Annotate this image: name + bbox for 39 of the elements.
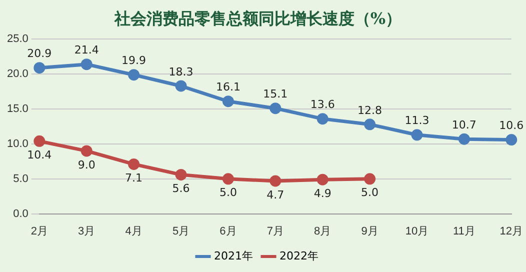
data-label: 9.0 <box>78 158 96 172</box>
x-tick-label: 11月 <box>452 225 476 238</box>
y-tick-label: 25.0 <box>6 33 28 46</box>
data-label: 21.4 <box>74 44 99 57</box>
y-tick-label: 5.0 <box>13 172 28 185</box>
legend-label: 2022年 <box>280 249 318 262</box>
data-label: 11.3 <box>404 114 430 128</box>
data-label: 18.3 <box>168 65 194 78</box>
data-label: 20.9 <box>27 47 52 60</box>
x-tick-label: 9月 <box>361 225 378 238</box>
data-label: 5.0 <box>361 186 379 200</box>
x-tick-label: 4月 <box>125 225 142 238</box>
data-label: 19.9 <box>122 54 146 68</box>
data-label: 5.0 <box>219 186 237 200</box>
x-tick-label: 6月 <box>220 225 237 238</box>
x-tick-label: 3月 <box>78 225 96 238</box>
chart-title: 社会消费品零售总额同比增长速度（%） <box>113 8 402 28</box>
data-label: 15.1 <box>263 88 288 101</box>
data-label: 16.1 <box>216 80 240 94</box>
y-tick-label: 0.0 <box>13 208 28 220</box>
x-tick-label: 8月 <box>314 225 332 238</box>
data-label: 5.6 <box>172 182 190 196</box>
x-tick-label: 10月 <box>405 225 429 238</box>
y-tick-label: 20.0 <box>6 68 28 80</box>
x-tick-label: 2月 <box>30 225 48 238</box>
data-label: 7.1 <box>125 172 143 185</box>
legend-label: 2021年 <box>214 249 254 262</box>
data-label: 10.4 <box>27 148 52 162</box>
data-label: 10.6 <box>499 119 524 132</box>
data-label: 4.9 <box>314 186 332 200</box>
x-tick-label: 12月 <box>500 225 524 238</box>
data-label: 12.8 <box>358 104 382 117</box>
y-tick-label: 10.0 <box>6 138 28 150</box>
x-tick-label: 5月 <box>172 225 190 238</box>
y-tick-label: 15.0 <box>6 103 28 116</box>
data-label: 13.6 <box>310 98 335 112</box>
data-label: 4.7 <box>266 188 284 202</box>
data-label: 10.7 <box>452 118 476 132</box>
x-tick-label: 7月 <box>266 225 284 238</box>
